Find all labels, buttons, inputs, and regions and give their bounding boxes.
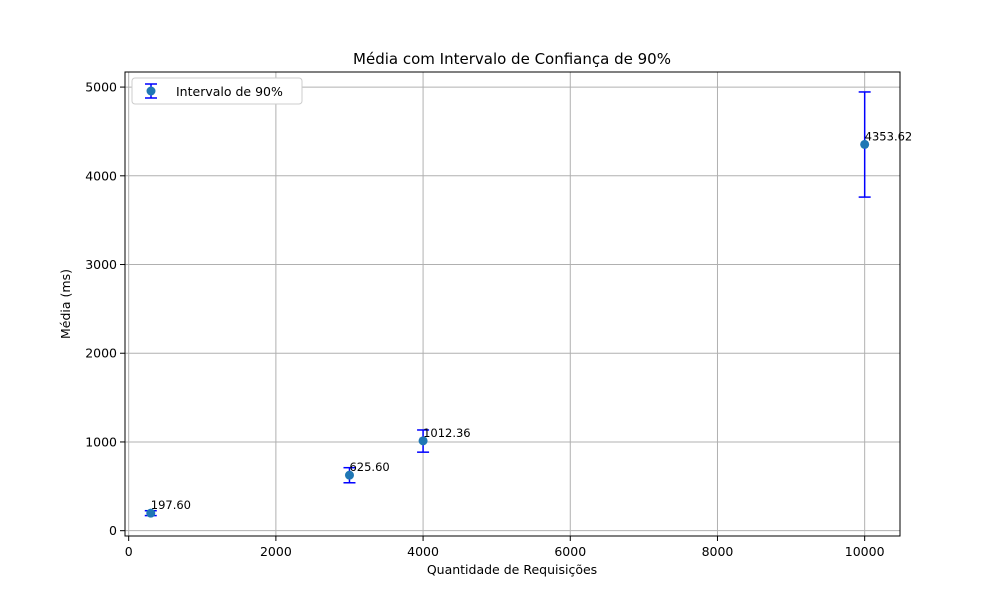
- y-axis-label: Média (ms): [58, 269, 73, 339]
- x-tick-label: 0: [125, 544, 133, 559]
- data-label: 625.60: [349, 460, 389, 474]
- data-point: [146, 508, 156, 518]
- data-points: [146, 139, 870, 518]
- legend-marker: [146, 86, 156, 96]
- data-label: 197.60: [151, 498, 191, 512]
- legend-frame: [131, 77, 303, 105]
- x-ticks: 0 2000 4000 6000 8000 10000: [125, 536, 885, 559]
- chart-title: Média com Intervalo de Confiança de 90%: [353, 50, 671, 68]
- x-tick-label: 10000: [845, 544, 885, 559]
- x-axis-label: Quantidade de Requisições: [427, 562, 597, 577]
- data-point: [860, 139, 870, 149]
- data-label: 4353.62: [865, 129, 913, 143]
- y-tick-label: 3000: [85, 257, 117, 272]
- plot-area: [124, 71, 901, 537]
- x-tick-label: 8000: [702, 544, 734, 559]
- y-tick-label: 4000: [85, 168, 117, 183]
- y-tick-label: 1000: [85, 434, 117, 449]
- data-point: [344, 470, 354, 480]
- x-tick-label: 2000: [260, 544, 292, 559]
- x-tick-label: 4000: [407, 544, 439, 559]
- x-tick-label: 6000: [554, 544, 586, 559]
- errorbars: [144, 91, 871, 517]
- data-labels: 197.60 625.60 1012.36 4353.62: [151, 129, 912, 512]
- legend: Intervalo de 90%: [131, 77, 303, 105]
- y-ticks: 0 1000 2000 3000 4000 5000: [85, 80, 125, 538]
- y-tick-label: 2000: [85, 346, 117, 361]
- grid: [125, 72, 900, 536]
- y-tick-label: 0: [109, 523, 117, 538]
- legend-entry: Intervalo de 90%: [176, 84, 283, 99]
- data-point: [418, 436, 428, 446]
- y-tick-label: 5000: [85, 80, 117, 95]
- data-label: 1012.36: [423, 426, 471, 440]
